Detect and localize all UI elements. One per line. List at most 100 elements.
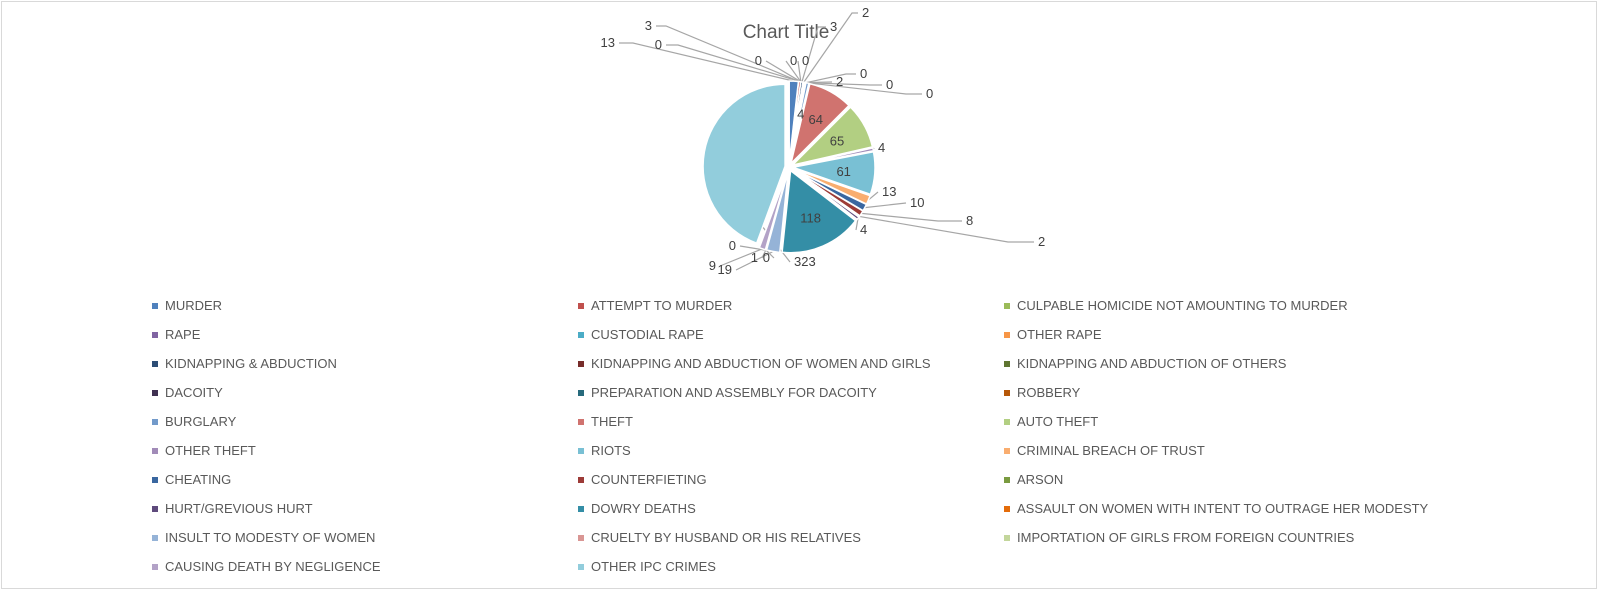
legend-item-1: ATTEMPT TO MURDER: [578, 291, 1004, 320]
legend-swatch: [578, 302, 584, 309]
legend-label: HURT/GREVIOUS HURT: [165, 501, 313, 516]
legend-label: RAPE: [165, 327, 201, 342]
data-label-14: 65: [830, 133, 844, 148]
legend-label: RIOTS: [591, 443, 631, 458]
legend-swatch: [1004, 534, 1010, 541]
legend-swatch: [578, 505, 584, 512]
pie-slice-15: [792, 147, 875, 167]
legend-label: BURGLARY: [165, 414, 237, 429]
pie-slice-12: [789, 81, 810, 164]
legend-label: ARSON: [1017, 472, 1064, 487]
leader-line-5: [797, 60, 802, 82]
leader-line-24: [735, 250, 774, 271]
data-label-7: 2: [862, 5, 869, 20]
legend-label: COUNTERFIETING: [591, 472, 707, 487]
leader-line-6: [801, 26, 826, 83]
leader-line-7: [803, 12, 858, 83]
legend-label: ROBBERY: [1017, 385, 1081, 400]
legend-swatch: [152, 505, 158, 512]
legend-swatch: [578, 389, 584, 396]
legend-swatch: [578, 360, 584, 367]
legend-item-14: AUTO THEFT: [1004, 407, 1464, 436]
data-label-19: 8: [966, 213, 973, 228]
leader-line-21: [855, 218, 859, 231]
legend-swatch: [152, 331, 158, 338]
pie-slice-16: [790, 150, 876, 196]
legend-item-11: ROBBERY: [1004, 378, 1464, 407]
data-label-8: 2: [836, 74, 843, 89]
data-label-22: 118: [800, 210, 821, 225]
legend-swatch: [152, 563, 158, 570]
legend-swatch: [1004, 447, 1010, 454]
leader-line-0: [619, 42, 794, 82]
legend-item-7: KIDNAPPING AND ABDUCTION OF WOMEN AND GI…: [578, 349, 1004, 378]
legend-swatch: [1004, 302, 1010, 309]
legend-item-12: BURGLARY: [152, 407, 578, 436]
pie-slice-27: [758, 170, 789, 251]
legend-label: OTHER THEFT: [165, 443, 256, 458]
legend-item-10: PREPARATION AND ASSEMBLY FOR DACOITY: [578, 378, 1004, 407]
data-label-23: 0: [729, 238, 736, 253]
legend-swatch: [152, 302, 158, 309]
legend-item-28: OTHER IPC CRIMES: [578, 552, 1004, 581]
leader-line-10: [805, 82, 882, 86]
data-label-9: 0: [860, 66, 867, 81]
legend-item-2: CULPABLE HOMICIDE NOT AMOUNTING TO MURDE…: [1004, 291, 1464, 320]
legend-swatch: [1004, 360, 1010, 367]
leader-line-20: [859, 215, 1034, 243]
legend-item-4: CUSTODIAL RAPE: [578, 320, 1004, 349]
leader-line-27: [719, 248, 763, 267]
chart-legend: MURDER ATTEMPT TO MURDER CULPABLE HOMICIDE…: [152, 291, 1472, 581]
pie-slice-22: [781, 169, 857, 254]
data-label-21: 4: [860, 222, 867, 237]
legend-label: KIDNAPPING & ABDUCTION: [165, 356, 337, 371]
legend-item-0: MURDER: [152, 291, 578, 320]
legend-swatch: [152, 447, 158, 454]
data-label-1: 3: [645, 18, 652, 33]
legend-swatch: [152, 418, 158, 425]
legend-item-27: CAUSING DEATH BY NEGLIGENCE: [152, 552, 578, 581]
legend-label: MURDER: [165, 298, 223, 313]
data-label-18: 10: [910, 195, 924, 210]
legend-swatch: [1004, 505, 1010, 512]
data-label-11: 0: [926, 86, 933, 101]
pie-slice-13: [789, 82, 850, 166]
data-label-15: 4: [878, 140, 885, 155]
legend-label: CHEATING: [165, 472, 232, 487]
legend-item-8: KIDNAPPING AND ABDUCTION OF OTHERS: [1004, 349, 1464, 378]
legend-item-19: COUNTERFIETING: [578, 465, 1004, 494]
legend-item-21: HURT/GREVIOUS HURT: [152, 494, 578, 523]
data-label-0: 13: [601, 35, 615, 50]
legend-item-5: OTHER RAPE: [1004, 320, 1464, 349]
chart-title: Chart Title: [743, 22, 830, 43]
legend-swatch: [1004, 389, 1010, 396]
leader-line-17: [868, 191, 879, 201]
data-label-17: 13: [882, 184, 896, 199]
data-label-13: 64: [808, 112, 822, 127]
legend-label: AUTO THEFT: [1017, 414, 1099, 429]
legend-label: THEFT: [591, 414, 633, 429]
data-label-5: 0: [802, 53, 809, 68]
data-label-12: 4: [797, 106, 804, 121]
legend-item-18: CHEATING: [152, 465, 578, 494]
data-label-10: 0: [886, 77, 893, 92]
legend-swatch: [578, 563, 584, 570]
legend-swatch: [152, 360, 158, 367]
pie-slice-14: [790, 106, 874, 167]
legend-label: DOWRY DEATHS: [591, 501, 696, 516]
data-label-20: 2: [1038, 234, 1045, 249]
legend-swatch: [152, 389, 158, 396]
legend-label: KIDNAPPING AND ABDUCTION OF WOMEN AND GI…: [591, 356, 931, 371]
legend-item-20: ARSON: [1004, 465, 1464, 494]
legend-label: PREPARATION AND ASSEMBLY FOR DACOITY: [591, 385, 877, 400]
legend-swatch: [1004, 418, 1010, 425]
data-label-2: 0: [655, 37, 662, 52]
legend-item-17: CRIMINAL BREACH OF TRUST: [1004, 436, 1464, 465]
legend-swatch: [1004, 331, 1010, 338]
leader-line-1: [656, 25, 800, 83]
leader-line-3: [765, 60, 802, 83]
data-label-28: 323: [794, 254, 816, 269]
legend-item-23: ASSAULT ON WOMEN WITH INTENT TO OUTRAGE …: [1004, 494, 1464, 523]
legend-label: OTHER RAPE: [1017, 327, 1102, 342]
